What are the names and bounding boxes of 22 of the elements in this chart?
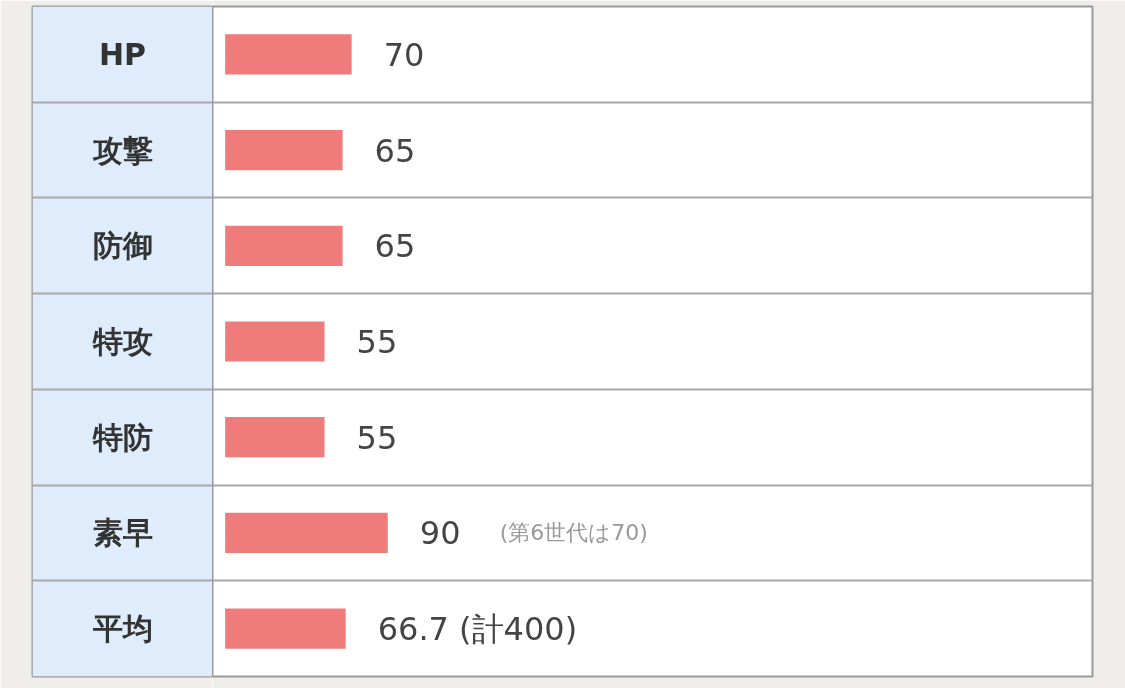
data-label: 70 [383, 35, 425, 74]
y-tick-label: 特攻 [91, 324, 153, 359]
y-tick-label: 防御 [92, 228, 153, 264]
data-label: 55 [356, 418, 398, 457]
data-label: 65 [374, 131, 416, 170]
data-label: 90 [419, 514, 461, 553]
bar [225, 608, 346, 649]
bar [225, 34, 352, 75]
bar [225, 417, 325, 458]
data-label: 55 [356, 323, 398, 361]
annotation: (第6世代は70) [499, 520, 648, 546]
data-label: 66.7 (計400) [377, 609, 578, 648]
y-tick-label: 攻撃 [91, 132, 153, 168]
bar [225, 512, 388, 554]
bar [225, 225, 343, 266]
y-tick-label: 素早 [92, 515, 153, 551]
bar [225, 129, 343, 171]
data-label: 65 [374, 227, 416, 266]
bar [225, 321, 325, 362]
y-tick-label: 特防 [91, 419, 153, 455]
y-tick-label: HP [98, 36, 147, 72]
y-tick-label: 平均 [91, 611, 153, 647]
